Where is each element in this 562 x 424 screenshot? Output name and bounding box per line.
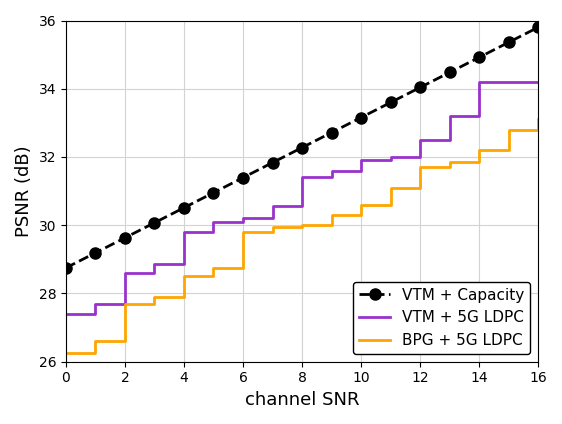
Y-axis label: PSNR (dB): PSNR (dB): [15, 145, 33, 237]
X-axis label: channel SNR: channel SNR: [245, 391, 359, 409]
Legend: VTM + Capacity, VTM + 5G LDPC, BPG + 5G LDPC: VTM + Capacity, VTM + 5G LDPC, BPG + 5G …: [353, 282, 531, 354]
